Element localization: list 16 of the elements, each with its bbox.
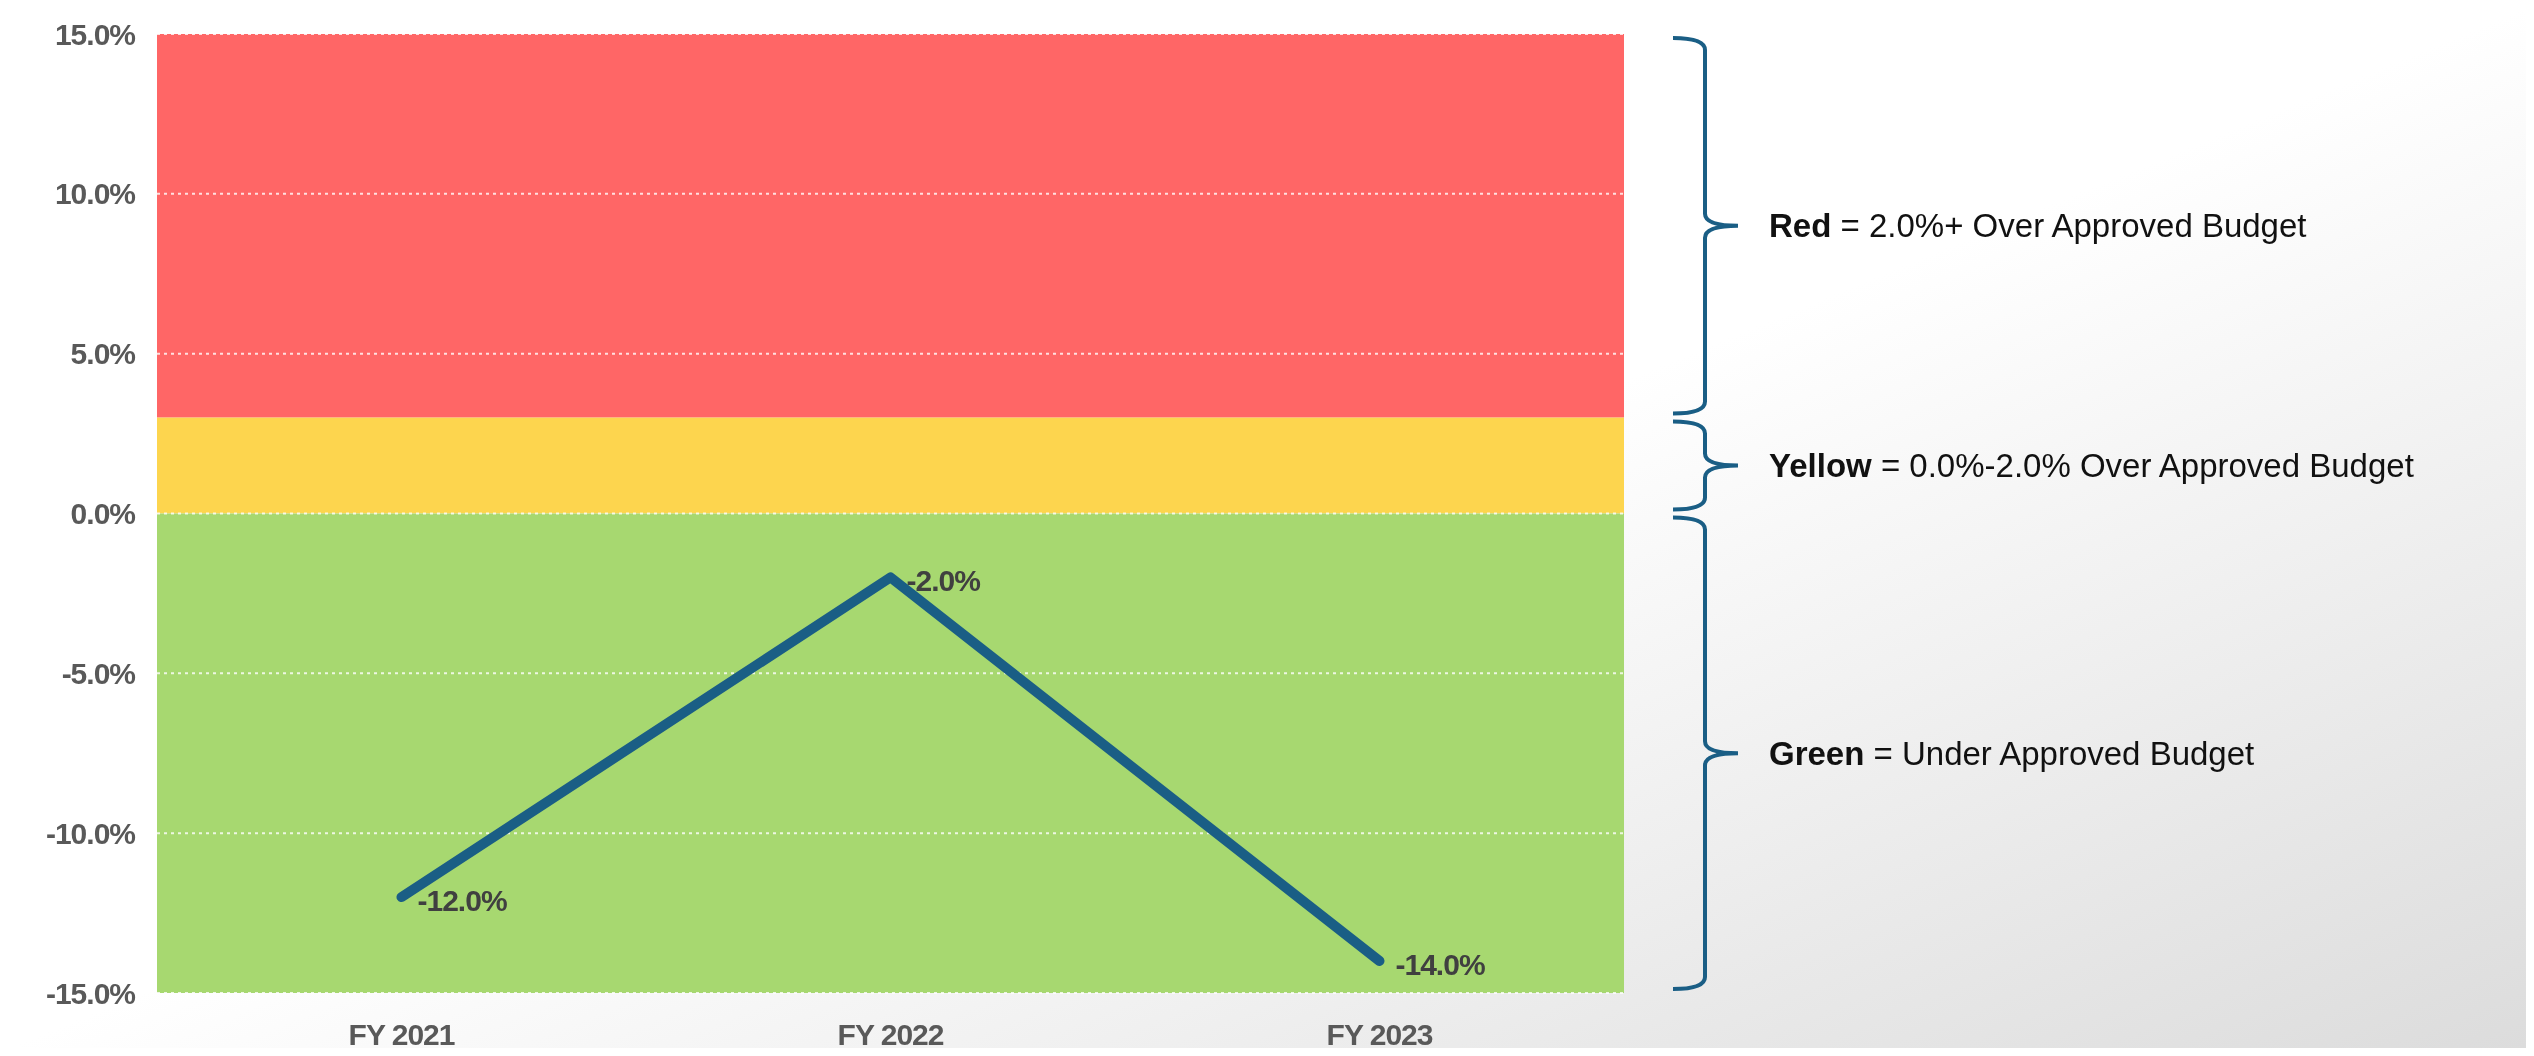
- y-tick-label: -15.0%: [45, 976, 136, 1010]
- data-label: -14.0%: [1395, 948, 1485, 982]
- text: Green = Under Approved Budget: [1769, 734, 2255, 772]
- y-tick-label: 15.0%: [54, 17, 136, 51]
- y-tick-label: -10.0%: [45, 816, 136, 850]
- y-tick-label: 5.0%: [70, 337, 136, 371]
- x-tick-label: FY 2022: [837, 1018, 944, 1051]
- text: Yellow = 0.0%-2.0% Over Approved Budget: [1769, 447, 2414, 485]
- x-tick-label: FY 2021: [348, 1018, 455, 1051]
- y-tick-label: -5.0%: [61, 656, 136, 690]
- y-tick-label: 0.0%: [70, 497, 136, 530]
- x-tick-label: FY 2023: [1326, 1018, 1433, 1051]
- text: Red = 2.0%+ Over Approved Budget: [1769, 207, 2307, 245]
- data-label: -12.0%: [417, 884, 507, 918]
- y-tick-label: 10.0%: [54, 177, 136, 211]
- data-label: -2.0%: [906, 564, 981, 598]
